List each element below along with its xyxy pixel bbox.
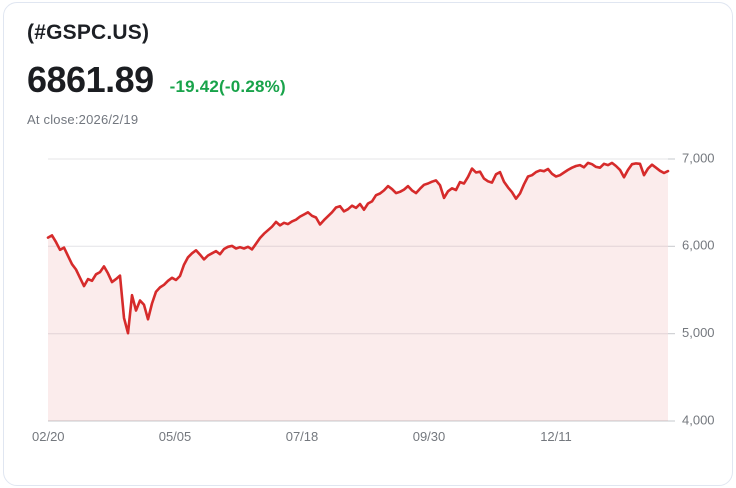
y-tick-label: 4,000 bbox=[682, 412, 715, 427]
x-tick-label: 05/05 bbox=[159, 429, 192, 444]
price-chart: 7,000 6,000 5,000 4,000 02/20 05/05 07/18 09/30… bbox=[4, 141, 733, 461]
quote-card: (#GSPC.US) 6861.89 -19.42(-0.28%) At clo… bbox=[3, 2, 733, 486]
close-time-label: At close:2026/2/19 bbox=[27, 112, 139, 127]
y-tick-label: 5,000 bbox=[682, 325, 715, 340]
ticker-symbol: (#GSPC.US) bbox=[27, 21, 150, 44]
x-tick-label: 02/20 bbox=[32, 429, 65, 444]
y-tick-label: 6,000 bbox=[682, 238, 715, 253]
price-change: -19.42(-0.28%) bbox=[169, 77, 286, 96]
y-tick-label: 7,000 bbox=[682, 150, 715, 165]
price-line bbox=[46, 161, 670, 335]
quote-header: (#GSPC.US) 6861.89 -19.42(-0.28%) At clo… bbox=[27, 21, 286, 127]
x-tick-label: 12/11 bbox=[540, 429, 572, 444]
price-row: 6861.89 -19.42(-0.28%) bbox=[27, 62, 286, 98]
x-tick-label: 09/30 bbox=[413, 429, 446, 444]
price-area-fill bbox=[48, 162, 668, 421]
x-tick-label: 07/18 bbox=[286, 429, 319, 444]
last-price: 6861.89 bbox=[27, 59, 154, 100]
chart-canvas[interactable]: 7,000 6,000 5,000 4,000 02/20 05/05 07/18 09/30… bbox=[4, 141, 733, 461]
